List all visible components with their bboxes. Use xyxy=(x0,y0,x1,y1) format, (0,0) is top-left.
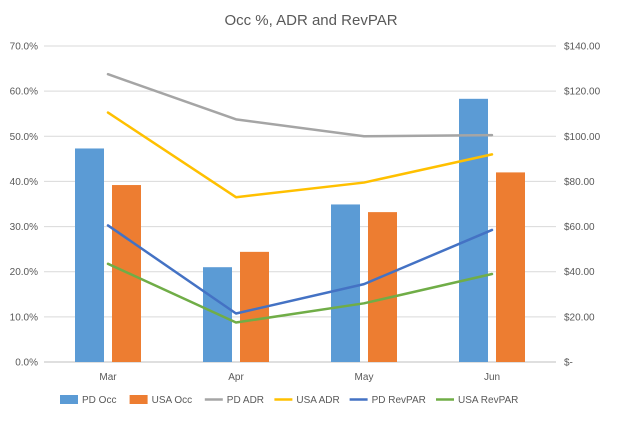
bar xyxy=(496,172,525,362)
legend-label: PD ADR xyxy=(227,395,264,406)
legend-label: PD Occ xyxy=(82,395,116,406)
right-tick-label: $- xyxy=(564,358,573,369)
left-axis-tick-labels: 0.0% 10.0% 20.0% 30.0% 40.0% 50.0% 60.0% 70.0% xyxy=(10,42,38,369)
legend-item: PD ADR xyxy=(204,395,264,406)
left-tick-label: 60.0% xyxy=(10,87,38,98)
legend-label: PD RevPAR xyxy=(372,395,426,406)
legend-label: USA Occ xyxy=(152,395,193,406)
legend-item: USA ADR xyxy=(274,395,340,406)
right-tick-label: $100.00 xyxy=(564,132,601,143)
bar-series-group xyxy=(75,98,525,363)
left-tick-label: 50.0% xyxy=(10,132,38,143)
line-series xyxy=(106,262,494,324)
line-series-group xyxy=(106,72,494,324)
right-tick-label: $140.00 xyxy=(564,42,601,53)
line-series xyxy=(106,111,494,199)
right-tick-label: $40.00 xyxy=(564,267,595,278)
right-tick-label: $80.00 xyxy=(564,177,595,188)
left-tick-label: 0.0% xyxy=(15,358,38,369)
bar xyxy=(459,98,488,363)
chart-title: Occ %, ADR and RevPAR xyxy=(224,12,397,29)
legend-swatch xyxy=(129,395,148,404)
left-tick-label: 40.0% xyxy=(10,177,38,188)
legend-label: USA ADR xyxy=(296,395,339,406)
x-axis-category-labels: Mar Apr May Jun xyxy=(99,372,500,383)
left-tick-label: 70.0% xyxy=(10,42,38,53)
legend-swatch xyxy=(60,395,78,404)
line-series xyxy=(106,72,494,138)
left-tick-label: 20.0% xyxy=(10,267,38,278)
line-series xyxy=(106,224,494,315)
x-tick-label: May xyxy=(355,372,374,383)
legend-item: PD Occ xyxy=(60,395,116,406)
legend-item: USA Occ xyxy=(129,395,193,406)
x-tick-label: Mar xyxy=(99,372,117,383)
legend-item: PD RevPAR xyxy=(349,395,426,406)
legend-label: USA RevPAR xyxy=(458,395,518,406)
x-tick-label: Jun xyxy=(484,372,500,383)
right-tick-label: $60.00 xyxy=(564,222,595,233)
left-tick-label: 30.0% xyxy=(10,222,38,233)
bar xyxy=(368,212,397,362)
bar xyxy=(75,148,104,362)
right-axis-tick-labels: $- $20.00 $40.00 $60.00 $80.00 $100.00 $120.00… xyxy=(564,42,601,369)
legend-item: USA RevPAR xyxy=(436,395,518,406)
right-tick-label: $120.00 xyxy=(564,87,601,98)
right-tick-label: $20.00 xyxy=(564,312,595,323)
bar xyxy=(331,204,360,362)
legend: PD Occ USA Occ PD ADR USA ADR PD RevPAR USA R… xyxy=(60,395,518,406)
x-tick-label: Apr xyxy=(228,372,244,383)
left-tick-label: 10.0% xyxy=(10,312,38,323)
